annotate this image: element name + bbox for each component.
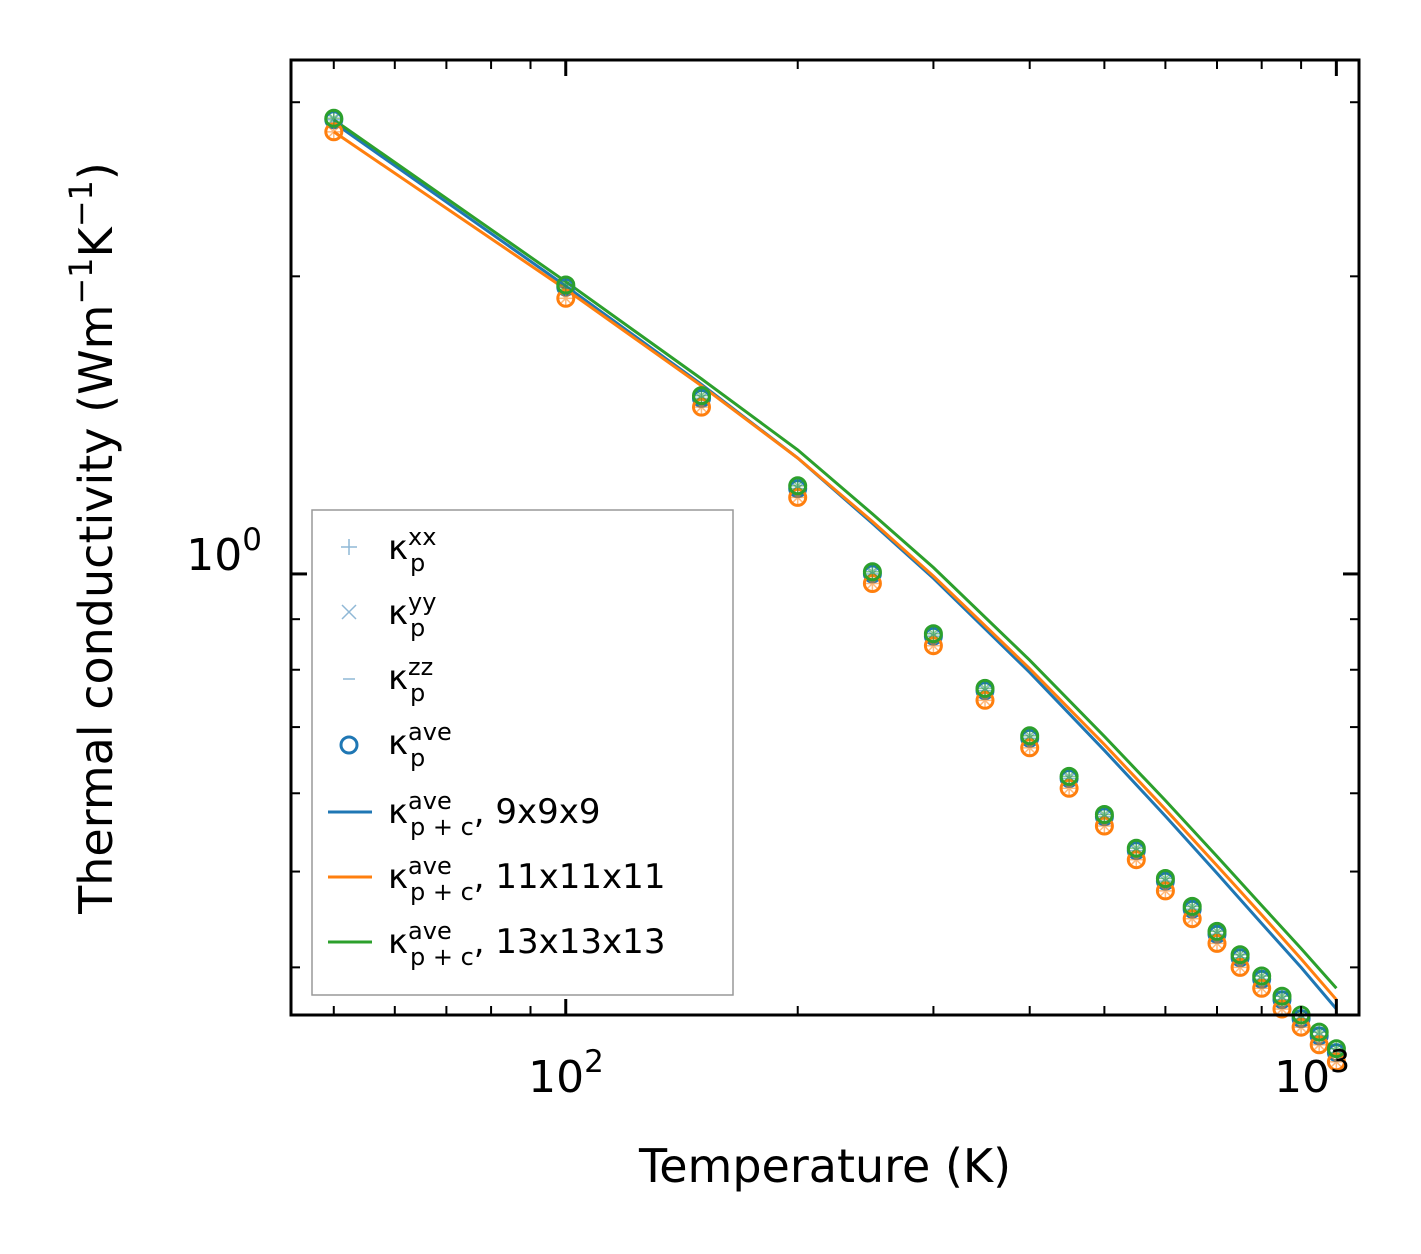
marker-components-s2-p13 [1209,924,1224,939]
marker-ave-s2-p5 [923,624,943,644]
plot-frame [289,58,1361,1017]
legend-sub-13x13x13: p + c [410,943,474,971]
marker-components-s2-p12 [1185,899,1200,914]
axis-ticks-layer [291,60,1359,1015]
marker-components-s2-p4 [865,564,880,579]
marker-components-s2-p9 [1097,807,1112,822]
y-tick-label-1-base: 10 [186,530,242,581]
legend-sup-ave: ave [408,718,452,746]
y-axis-label-main: Thermal conductivity (Wm [69,305,123,915]
legend-kappa-zz: κ [388,658,408,698]
marker-ave-s2-p1 [556,275,576,295]
legend-suffix-11x11x11: , 11x11x11 [474,857,666,897]
marker-ave-s2-p0 [324,108,344,128]
series-line-2 [332,118,1338,990]
marker-components-s2-p1 [558,277,573,292]
marker-components-s2-p18 [1312,1025,1327,1040]
y-axis-label: Thermal conductivity (Wm−1K−1) [62,162,123,915]
marker-ave-s2-p16 [1272,986,1292,1006]
legend-label-xx: κxx p [388,523,436,577]
x-tick-label-100-base: 10 [528,1052,584,1103]
marker-ave-s2-p7 [1020,726,1040,746]
series-markers-layer [324,108,1346,1072]
x-tick-label-1000-exp: 3 [1330,1044,1350,1080]
marker-ave-s2-p15 [1252,966,1272,986]
legend-kappa-yy: κ [388,593,408,633]
series-lines-layer [332,118,1338,1010]
legend-kappa-13x13x13: κ [388,922,408,962]
legend-sub-zz: p [410,679,425,707]
marker-ave-s2-p12 [1182,896,1202,916]
marker-ave-s2-p13 [1207,921,1227,941]
y-tick-label-1: 100 [186,522,262,581]
y-axis-label-exp2: −1 [62,180,100,227]
legend-label-ave: κave p [388,718,452,772]
marker-components-s2-p15 [1254,969,1269,984]
legend-sub-yy: p [410,614,425,642]
marker-components-s1-p14 [1233,960,1248,975]
marker-components-s2-p8 [1062,769,1077,784]
marker-components-s2-p6 [978,681,993,696]
marker-ave-s2-p3 [788,476,808,496]
x-tick-label-100: 102 [528,1044,604,1103]
marker-ave-s2-p14 [1230,945,1250,965]
marker-ave-s2-p2 [692,386,711,406]
legend-handle-ave [339,735,359,755]
marker-components-s2-p3 [790,478,805,493]
legend-sub-ave: p [410,744,425,772]
legend-suffix-13x13x13: , 13x13x13 [474,922,666,962]
legend: κxx p κyy p κzz p κave p κave p + c, 9x9x9 κa… [311,509,734,996]
legend-label-yy: κyy p [388,588,436,642]
legend-kappa-9x9x9: κ [388,792,408,832]
legend-sup-xx: xx [408,523,436,551]
marker-ave-s2-p19 [1326,1039,1346,1059]
marker-ave-s2-p8 [1059,766,1079,786]
legend-sup-yy: yy [408,588,436,616]
marker-components-s2-p0 [326,111,341,126]
marker-ave-s2-p18 [1309,1022,1329,1042]
legend-sub-9x9x9: p + c [410,813,474,841]
marker-components-s2-p2 [694,388,709,403]
marker-components-s2-p19 [1329,1041,1344,1056]
series-line-1 [332,130,1338,1001]
legend-sup-zz: zz [408,653,433,681]
legend-label-13x13x13: κave p + c, 13x13x13 [388,917,665,971]
legend-label-9x9x9: κave p + c, 9x9x9 [388,787,601,841]
legend-sup-9x9x9: ave [408,787,452,815]
marker-ave-s2-p10 [1126,838,1146,858]
y-axis-label-k: K [69,225,123,257]
legend-suffix-9x9x9: , 9x9x9 [474,792,601,832]
y-tick-label-1-exp: 0 [242,522,262,558]
x-tick-label-100-exp: 2 [584,1044,604,1080]
legend-sup-11x11x11: ave [408,852,452,880]
marker-ave-s2-p11 [1155,869,1175,888]
legend-sub-xx: p [410,549,425,577]
legend-box [311,509,734,996]
marker-components-s2-p5 [926,626,941,641]
legend-handle-xx [341,539,357,555]
x-tick-label-1000-base: 10 [1274,1052,1330,1103]
y-axis-label-exp1: −1 [62,257,100,304]
marker-ave-s2-p6 [975,678,995,698]
marker-components-s2-p11 [1158,871,1173,886]
marker-components-s2-p16 [1274,989,1289,1004]
marker-components-s2-p14 [1233,947,1248,962]
legend-kappa-ave: κ [388,723,408,763]
legend-label-11x11x11: κave p + c, 11x11x11 [388,852,665,906]
legend-kappa-11x11x11: κ [388,857,408,897]
legend-handle-yy [341,604,357,620]
y-axis-label-close: ) [69,162,123,180]
legend-sup-13x13x13: ave [408,917,452,945]
legend-label-zz: κzz p [388,653,433,707]
legend-sub-11x11x11: p + c [410,878,474,906]
x-axis-label: Temperature (K) [638,1139,1011,1193]
x-tick-label-1000: 103 [1274,1044,1350,1103]
marker-ave-s2-p4 [862,562,882,582]
marker-components-s2-p7 [1022,728,1037,743]
marker-components-s2-p10 [1129,841,1144,856]
legend-kappa-xx: κ [388,528,408,568]
marker-ave-s2-p9 [1094,805,1114,824]
